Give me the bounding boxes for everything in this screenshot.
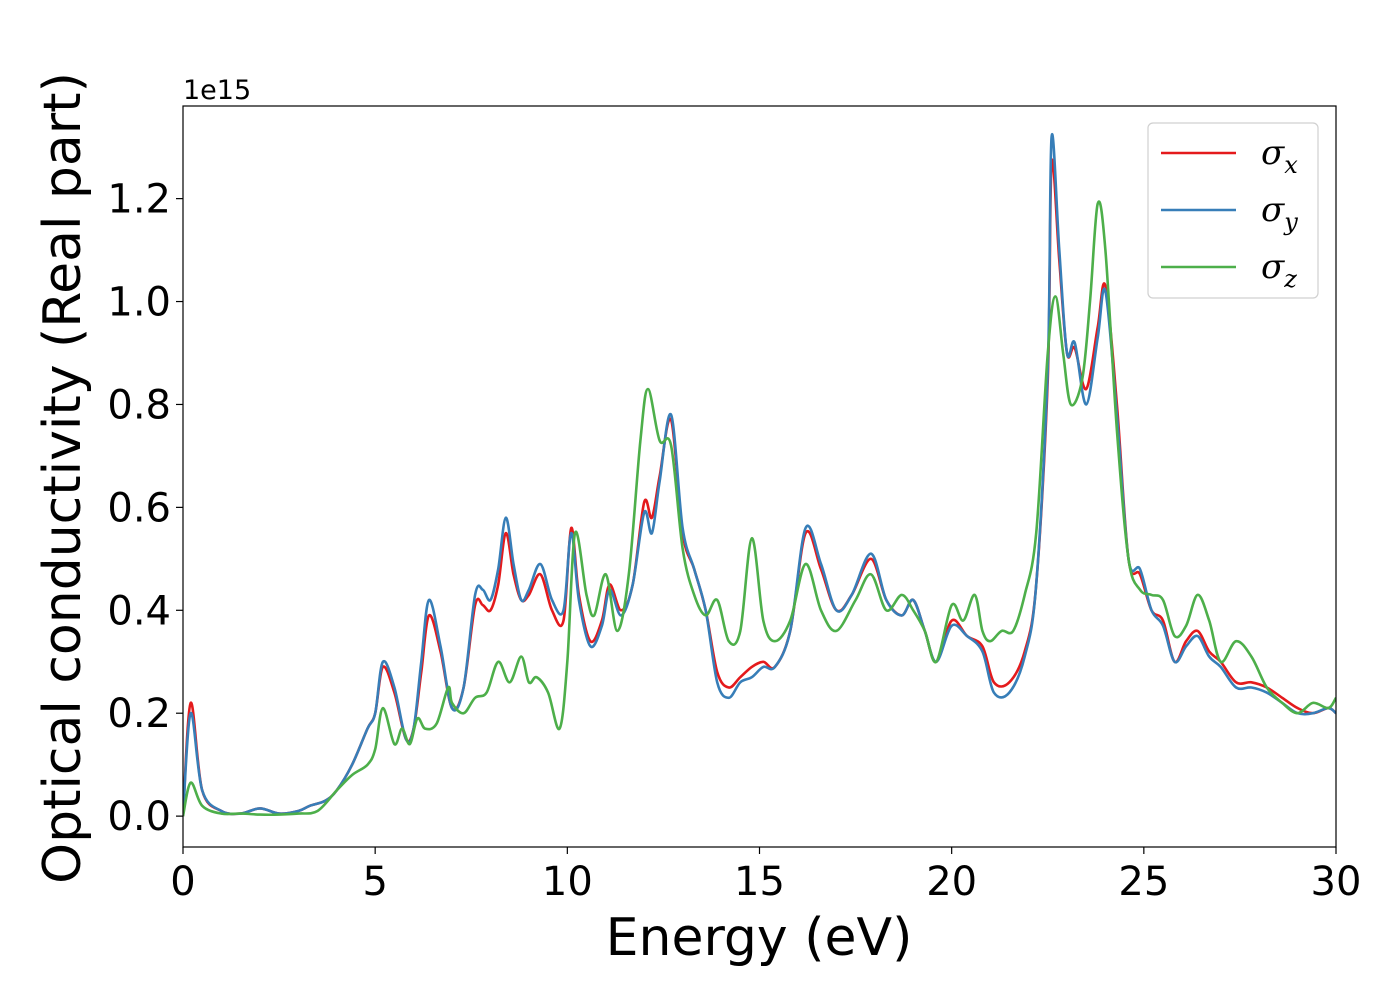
y-tick-label: 0.2 [107,691,171,737]
x-tick-label: 0 [170,859,195,905]
x-tick-label: 20 [926,859,977,905]
legend-entry-z: σz [1161,247,1297,293]
plot-background [183,106,1336,847]
plot-area [183,106,1336,847]
y-axis: 0.0 0.2 0.4 0.6 0.8 1.0 1.2 [107,177,183,840]
x-tick-label: 5 [362,859,387,905]
y-tick-label: 0.6 [107,485,171,531]
series-layer [183,133,1336,817]
x-tick-label: 10 [542,859,593,905]
legend-label: σy [1261,190,1298,236]
y-tick-label: 1.0 [107,280,171,326]
legend: σx σy σz [1147,122,1319,299]
y-tick-label: 0.8 [107,382,171,428]
x-axis: 0 5 10 15 20 25 30 [170,847,1361,905]
y-tick-label: 1.2 [107,177,171,223]
legend-label: σx [1261,133,1298,179]
y-tick-label: 0.0 [107,794,171,840]
x-tick-label: 25 [1118,859,1169,905]
y-offset-label: 1e15 [183,75,251,106]
legend-entry-y: σy [1161,190,1298,236]
x-axis-label: Energy (eV) [606,908,913,968]
y-tick-label: 0.4 [107,588,171,634]
x-tick-label: 15 [734,859,785,905]
legend-label: σz [1261,247,1297,293]
legend-entry-x: σx [1161,133,1298,179]
y-axis-label: Optical conductivity (Real part) [33,72,93,884]
x-tick-label: 30 [1311,859,1362,905]
plot-frame [182,105,1337,848]
series-line-z [183,200,1336,817]
